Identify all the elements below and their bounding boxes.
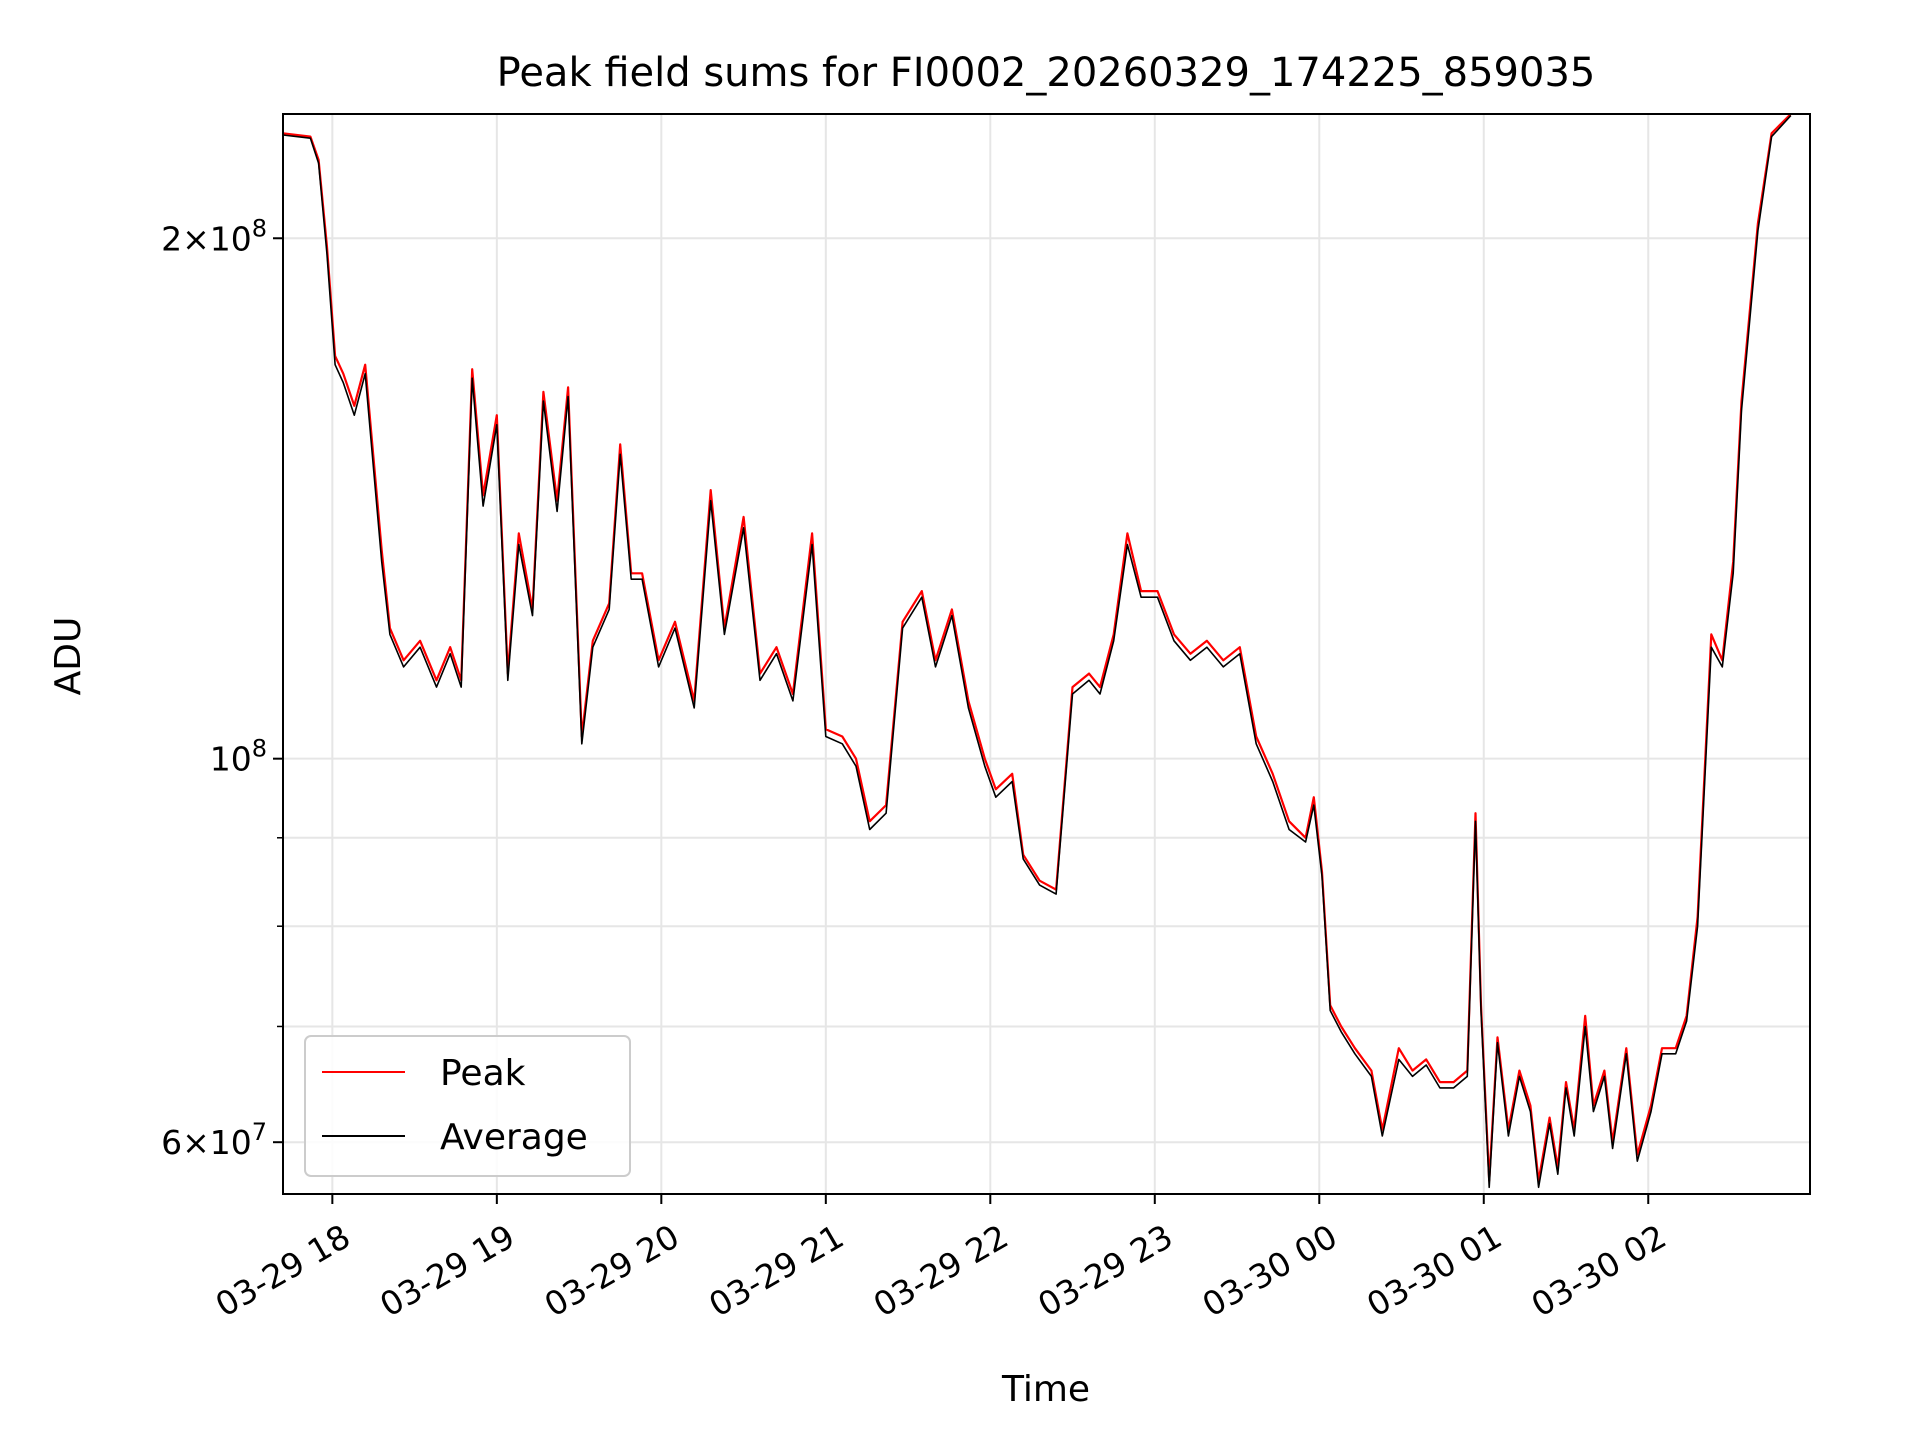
- series-lines: [282, 113, 1792, 1189]
- chart-title: Peak field sums for FI0002_20260329_1742…: [497, 50, 1596, 96]
- y-axis: 2×108 108 6×107: [161, 214, 283, 1162]
- legend-label-average: Average: [440, 1117, 588, 1158]
- legend-label-peak: Peak: [440, 1053, 526, 1094]
- legend: Peak Average: [304, 1035, 631, 1177]
- y-axis-label: ADU: [48, 617, 89, 696]
- y-tick-label: 6×107: [161, 1118, 267, 1162]
- series-line-peak: [282, 113, 1792, 1182]
- y-tick-label: 2×108: [161, 214, 267, 258]
- series-line-average: [282, 115, 1792, 1189]
- plot-frame: [282, 113, 1811, 1195]
- y-tick-label: 108: [210, 735, 267, 779]
- x-axis-label: Time: [1001, 1369, 1090, 1410]
- grid: [283, 114, 1810, 1194]
